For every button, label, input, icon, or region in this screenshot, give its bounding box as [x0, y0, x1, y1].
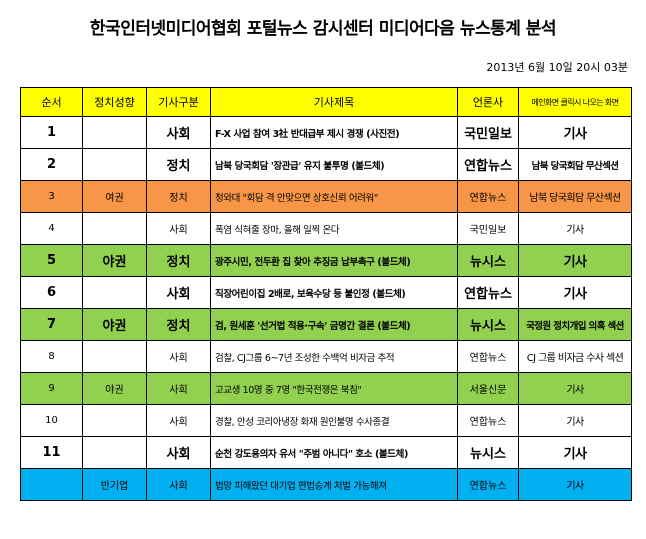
row-screen: 남북 당국회담 무산섹션: [518, 180, 632, 213]
row-category: 사회: [146, 212, 211, 245]
header-screen: 메인화면 클릭시 나오는 화면: [518, 87, 632, 117]
row-headline: 청와대 "회담 격 안맞으면 상호신뢰 어려워": [210, 180, 458, 213]
table-row: 3 여권 정치 청와대 "회담 격 안맞으면 상호신뢰 어려워" 연합뉴스 남북 당국회담…: [20, 180, 632, 213]
row-headline: 순천 강도용의자 유서 "주범 아니다" 호소 (볼드체): [210, 436, 458, 469]
row-publisher: 뉴시스: [457, 436, 519, 469]
row-screen: 기사: [518, 276, 632, 309]
row-orientation: [82, 404, 147, 437]
row-publisher: 연합뉴스: [457, 180, 519, 213]
row-publisher: 국민일보: [457, 212, 519, 245]
row-category: 사회: [146, 372, 211, 405]
table-row: 8 사회 검찰, CJ그룹 6~7년 조성한 수백억 비자금 추적 연합뉴스 CJ 그룹…: [20, 340, 632, 373]
row-seq: 5: [20, 244, 83, 277]
row-category: 사회: [146, 276, 211, 309]
report-timestamp: 2013년 6월 10일 20시 03분: [486, 61, 628, 74]
header-publisher: 언론사: [457, 87, 519, 117]
row-publisher: 국민일보: [457, 116, 519, 149]
row-publisher: 연합뉴스: [457, 468, 519, 501]
row-screen: CJ 그룹 비자금 수사 섹션: [518, 340, 632, 373]
row-headline: 광주시민, 전두환 집 찾아 추징금 납부촉구 (볼드체): [210, 244, 458, 277]
row-category: 사회: [146, 116, 211, 149]
row-orientation: 야권: [82, 244, 147, 277]
row-orientation: 반기업: [82, 468, 147, 501]
table-row: 1 사회 F-X 사업 참여 3社 반대급부 제시 경쟁 (사진전) 국민일보 기사: [20, 116, 632, 149]
row-seq: 11: [20, 436, 83, 469]
table-row: 5 야권 정치 광주시민, 전두환 집 찾아 추징금 납부촉구 (볼드체) 뉴시스 기사: [20, 244, 632, 277]
row-category: 사회: [146, 468, 211, 501]
row-headline: 법망 피해왔던 대기업 편법승계 처벌 가능해져: [210, 468, 458, 501]
row-category: 사회: [146, 404, 211, 437]
row-screen: 기사: [518, 404, 632, 437]
row-seq: 8: [20, 340, 83, 373]
row-publisher: 뉴시스: [457, 244, 519, 277]
row-headline: F-X 사업 참여 3社 반대급부 제시 경쟁 (사진전): [210, 116, 458, 149]
table-body: 1 사회 F-X 사업 참여 3社 반대급부 제시 경쟁 (사진전) 국민일보 기사 2 정…: [20, 116, 632, 501]
row-publisher: 서울신문: [457, 372, 519, 405]
table-row: 2 정치 남북 당국회담 '장관급' 유지 불투명 (볼드체) 연합뉴스 남북 당국회담…: [20, 148, 632, 181]
row-screen: 기사: [518, 436, 632, 469]
header-category: 기사구분: [146, 87, 211, 117]
row-seq: 1: [20, 116, 83, 149]
row-screen: 국정원 정치개입 의혹 섹션: [518, 308, 632, 341]
row-orientation: [82, 116, 147, 149]
row-screen: 기사: [518, 468, 632, 501]
table-header-row: 순서 정치성향 기사구분 기사제목 언론사 메인화면 클릭시 나오는 화면: [20, 87, 632, 117]
row-orientation: 야권: [82, 372, 147, 405]
row-headline: 직장어린이집 2배로, 보육수당 등 불인정 (볼드체): [210, 276, 458, 309]
table-row: 11 사회 순천 강도용의자 유서 "주범 아니다" 호소 (볼드체) 뉴시스 기사: [20, 436, 632, 469]
row-seq: 6: [20, 276, 83, 309]
header-headline: 기사제목: [210, 87, 458, 117]
row-headline: 폭염 식혀줄 장마, 올해 일찍 온다: [210, 212, 458, 245]
row-category: 사회: [146, 340, 211, 373]
row-orientation: 야권: [82, 308, 147, 341]
row-headline: 검찰, CJ그룹 6~7년 조성한 수백억 비자금 추적: [210, 340, 458, 373]
row-category: 정치: [146, 148, 211, 181]
row-headline: 경찰, 안성 코리아냉장 화재 원인불명 수사종결: [210, 404, 458, 437]
row-orientation: [82, 148, 147, 181]
header-seq: 순서: [20, 87, 83, 117]
table-row: 4 사회 폭염 식혀줄 장마, 올해 일찍 온다 국민일보 기사: [20, 212, 632, 245]
row-seq: [20, 468, 83, 501]
row-seq: 7: [20, 308, 83, 341]
row-seq: 3: [20, 180, 83, 213]
row-orientation: [82, 436, 147, 469]
row-category: 정치: [146, 244, 211, 277]
row-orientation: [82, 212, 147, 245]
row-screen: 기사: [518, 244, 632, 277]
row-orientation: [82, 340, 147, 373]
table-row: 6 사회 직장어린이집 2배로, 보육수당 등 불인정 (볼드체) 연합뉴스 기사: [20, 276, 632, 309]
row-screen: 기사: [518, 116, 632, 149]
row-seq: 10: [20, 404, 83, 437]
row-publisher: 뉴시스: [457, 308, 519, 341]
row-headline: 남북 당국회담 '장관급' 유지 불투명 (볼드체): [210, 148, 458, 181]
row-orientation: [82, 276, 147, 309]
row-publisher: 연합뉴스: [457, 276, 519, 309]
row-screen: 기사: [518, 212, 632, 245]
row-headline: 검, 원세훈 '선거법 적용·구속' 금명간 결론 (볼드체): [210, 308, 458, 341]
news-statistics-table: 순서 정치성향 기사구분 기사제목 언론사 메인화면 클릭시 나오는 화면 1 사…: [20, 87, 632, 501]
table-row: 7 야권 정치 검, 원세훈 '선거법 적용·구속' 금명간 결론 (볼드체) 뉴시스 국…: [20, 308, 632, 341]
row-screen: 남북 당국회담 무산섹션: [518, 148, 632, 181]
table-row: 9 야권 사회 고교생 10명 중 7명 "한국전쟁은 북침" 서울신문 기사: [20, 372, 632, 405]
header-orientation: 정치성향: [82, 87, 147, 117]
report-title: 한국인터넷미디어협회 포털뉴스 감시센터 미디어다음 뉴스통계 분석: [89, 19, 557, 39]
row-orientation: 여권: [82, 180, 147, 213]
row-seq: 9: [20, 372, 83, 405]
row-category: 정치: [146, 180, 211, 213]
table-row: 10 사회 경찰, 안성 코리아냉장 화재 원인불명 수사종결 연합뉴스 기사: [20, 404, 632, 437]
row-seq: 4: [20, 212, 83, 245]
row-screen: 기사: [518, 372, 632, 405]
row-category: 사회: [146, 436, 211, 469]
row-category: 정치: [146, 308, 211, 341]
row-headline: 고교생 10명 중 7명 "한국전쟁은 북침": [210, 372, 458, 405]
table-row: 반기업 사회 법망 피해왔던 대기업 편법승계 처벌 가능해져 연합뉴스 기사: [20, 468, 632, 501]
row-publisher: 연합뉴스: [457, 148, 519, 181]
row-seq: 2: [20, 148, 83, 181]
row-publisher: 연합뉴스: [457, 404, 519, 437]
row-publisher: 연합뉴스: [457, 340, 519, 373]
